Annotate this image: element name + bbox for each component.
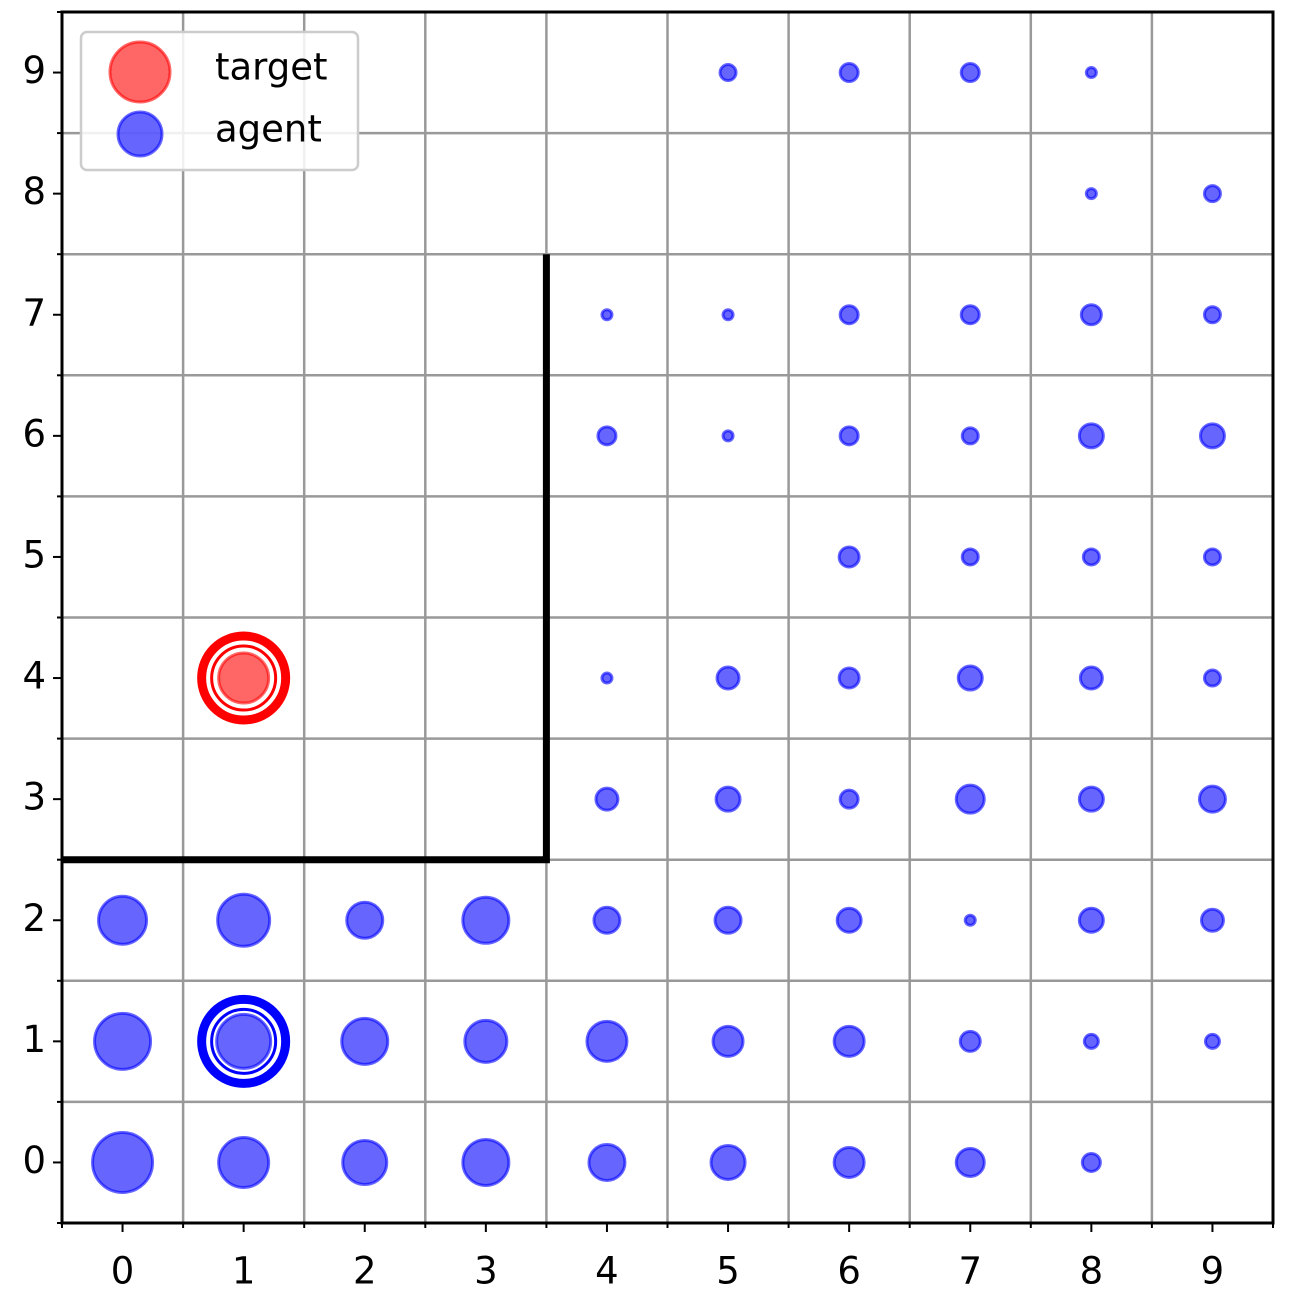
highlight-ring-inner: [210, 644, 278, 712]
point: [217, 1135, 271, 1189]
point: [956, 664, 984, 692]
point: [838, 304, 860, 326]
legend-marker: [116, 110, 164, 158]
x-tick-label: 7: [958, 1250, 982, 1293]
point: [837, 545, 861, 569]
point: [341, 1138, 389, 1186]
x-tick-label: 2: [353, 1250, 377, 1293]
y-tick-label: 4: [22, 655, 46, 698]
y-tick-label: 7: [22, 291, 46, 334]
wall: [62, 254, 550, 864]
point: [709, 1143, 747, 1181]
x-tick-label: 3: [474, 1250, 498, 1293]
y-tick-label: 0: [22, 1139, 46, 1182]
point: [721, 429, 735, 443]
point: [1077, 422, 1105, 450]
point: [837, 666, 861, 690]
point: [1080, 1151, 1102, 1173]
point: [1079, 303, 1103, 327]
x-tick-label: 8: [1080, 1250, 1104, 1293]
point: [713, 905, 743, 935]
point: [960, 426, 980, 446]
point: [832, 1024, 866, 1058]
point: [1203, 1032, 1221, 1050]
highlight-ring-inner: [210, 1007, 278, 1075]
point: [600, 671, 614, 685]
point: [954, 1146, 986, 1178]
point: [1202, 668, 1222, 688]
y-tick-label: 9: [22, 49, 46, 92]
point: [587, 1142, 627, 1182]
plot-frame: [60, 10, 1275, 1225]
y-tick-label: 2: [22, 897, 46, 940]
point: [596, 425, 618, 447]
x-tick-label: 9: [1201, 1250, 1225, 1293]
point: [91, 1130, 155, 1194]
point: [215, 1012, 273, 1070]
x-tick-label: 6: [837, 1250, 861, 1293]
point: [463, 1018, 509, 1064]
point: [711, 1024, 745, 1058]
point: [960, 547, 980, 567]
point: [461, 1137, 511, 1187]
legend-marker: [108, 40, 172, 104]
point: [958, 1029, 982, 1053]
y-tick-label: 6: [22, 412, 46, 455]
point: [715, 665, 741, 691]
point: [838, 425, 860, 447]
point: [1078, 665, 1104, 691]
y-tick-label: 3: [22, 776, 46, 819]
legend-label: agent: [215, 108, 322, 151]
point: [714, 785, 742, 813]
point: [1202, 184, 1222, 204]
y-tick-label: 8: [22, 170, 46, 213]
point: [721, 308, 735, 322]
x-tick-label: 4: [595, 1250, 619, 1293]
point: [217, 651, 271, 705]
point: [340, 1016, 390, 1066]
point: [594, 786, 620, 812]
point: [959, 62, 981, 84]
point: [1077, 785, 1105, 813]
point: [1081, 547, 1101, 567]
point: [838, 788, 860, 810]
highlight-ring: [197, 994, 291, 1088]
x-tick-label: 5: [716, 1250, 740, 1293]
highlight-ring: [197, 631, 291, 725]
point: [832, 1145, 866, 1179]
point: [1202, 547, 1222, 567]
point: [97, 894, 149, 946]
y-tick-label: 1: [22, 1018, 46, 1061]
x-tick-label: 0: [111, 1250, 135, 1293]
point: [1082, 1032, 1100, 1050]
point: [592, 905, 622, 935]
legend-label: target: [215, 46, 328, 89]
point: [718, 63, 738, 83]
point: [835, 906, 863, 934]
y-tick-label: 5: [22, 533, 46, 576]
point: [959, 304, 981, 326]
point: [1198, 422, 1226, 450]
point: [1197, 784, 1227, 814]
point: [345, 900, 385, 940]
point: [461, 895, 511, 945]
point: [600, 308, 614, 322]
x-tick-label: 1: [232, 1250, 256, 1293]
point: [838, 62, 860, 84]
point: [93, 1011, 153, 1071]
point: [954, 783, 986, 815]
point: [1199, 907, 1225, 933]
point: [1084, 66, 1098, 80]
point: [1202, 305, 1222, 325]
point: [1077, 906, 1105, 934]
point: [216, 892, 272, 948]
point: [963, 913, 977, 927]
point: [585, 1019, 629, 1063]
point: [1084, 187, 1098, 201]
